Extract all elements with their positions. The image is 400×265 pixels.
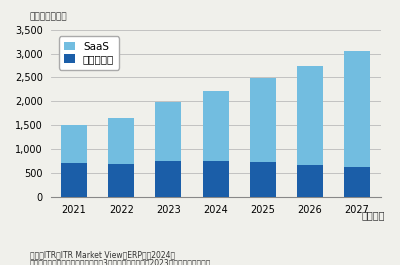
Bar	[202, 91, 228, 161]
Bar	[250, 162, 276, 197]
Text: ＊ベンダーの売上金額を対象とし、3月期ベースで换算。2023年度以降は予測値。: ＊ベンダーの売上金額を対象とし、3月期ベースで换算。2023年度以降は予測値。	[30, 258, 211, 265]
Bar	[297, 67, 323, 165]
Bar	[108, 118, 134, 164]
Text: （単位：億円）: （単位：億円）	[30, 12, 68, 21]
Bar	[61, 125, 87, 163]
Bar	[202, 161, 228, 197]
Bar	[344, 167, 370, 197]
Bar	[108, 164, 134, 197]
Text: （年度）: （年度）	[362, 211, 385, 220]
Bar	[250, 78, 276, 162]
Bar	[156, 161, 181, 197]
Legend: SaaS, パッケージ: SaaS, パッケージ	[59, 37, 120, 69]
Bar	[297, 165, 323, 197]
Bar	[61, 163, 87, 197]
Bar	[344, 51, 370, 167]
Text: 出典：ITR『ITR Market View：ERP市剤2024』: 出典：ITR『ITR Market View：ERP市剤2024』	[30, 250, 175, 259]
Bar	[156, 102, 181, 161]
